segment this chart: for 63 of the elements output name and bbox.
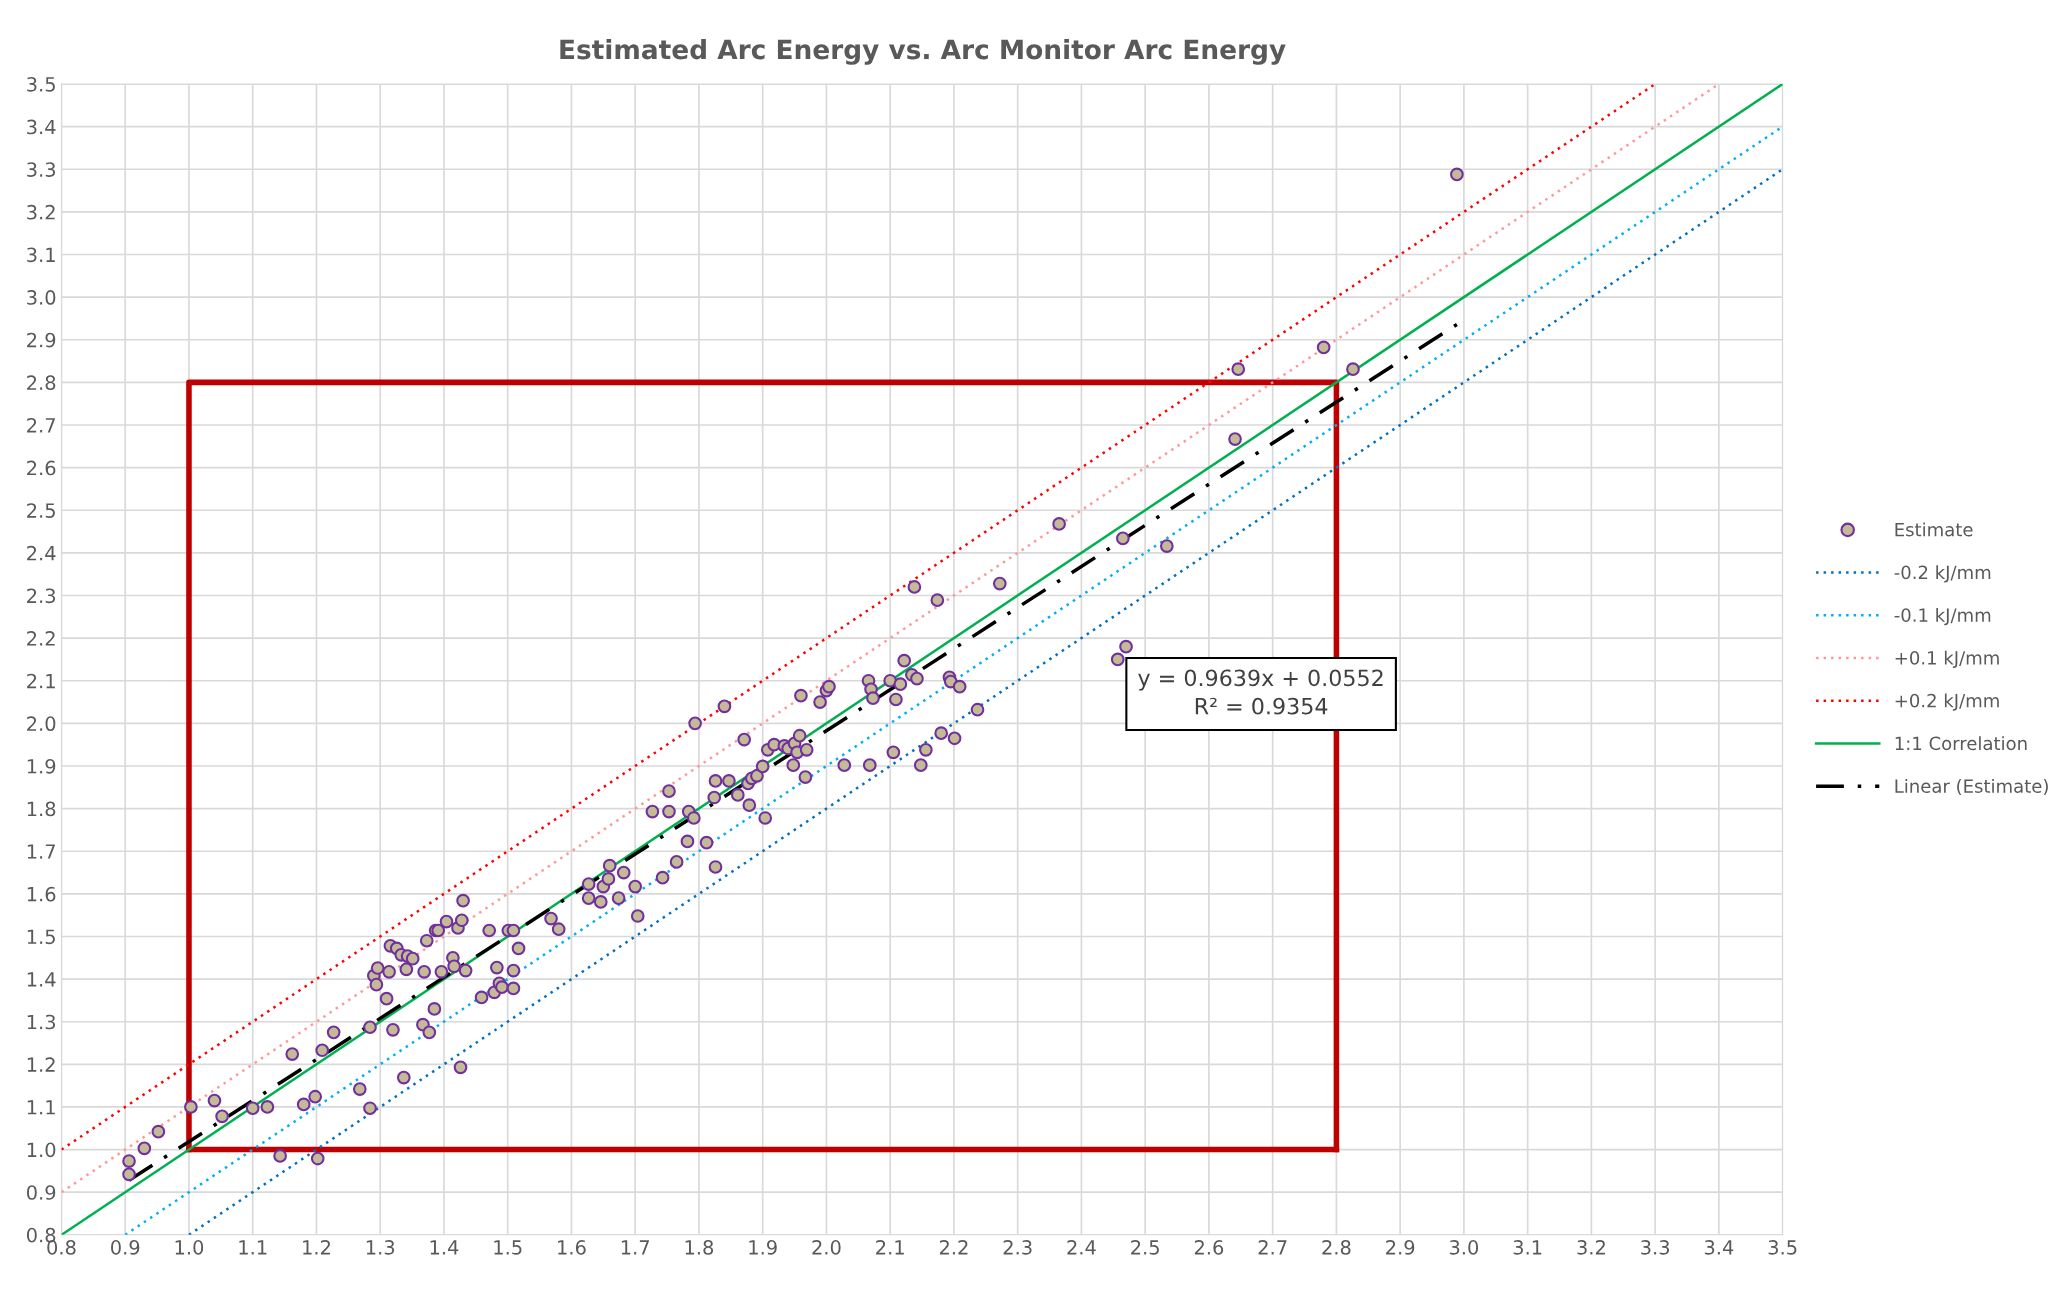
x-tick-label: 3.1 <box>1513 1240 1542 1255</box>
y-tick-label: 3.2 <box>27 204 55 220</box>
x-tick-label: 1.9 <box>749 1240 777 1255</box>
x-tick-label: 3.3 <box>1641 1240 1670 1255</box>
legend-label: 1:1 Correlation <box>1895 736 2027 751</box>
x-tick-label: 1.8 <box>685 1240 714 1255</box>
x-tick-label: 2.2 <box>939 1240 968 1255</box>
x-tick-label: 3.2 <box>1577 1240 1605 1255</box>
x-tick-label: 0.9 <box>111 1240 140 1255</box>
y-tick-label: 1.3 <box>27 1014 56 1030</box>
y-tick-label: 1.5 <box>27 929 55 945</box>
chart-title: Estimated Arc Energy vs. Arc Monitor Arc Energy <box>560 38 1286 65</box>
x-tick-label: 2.9 <box>1386 1240 1415 1255</box>
y-tick-label: 0.9 <box>26 1185 56 1200</box>
y-tick-label: 2.4 <box>27 545 56 561</box>
y-tick-label: 2.7 <box>27 417 55 433</box>
x-tick-label: 1.2 <box>303 1240 330 1255</box>
x-tick-label: 1.1 <box>239 1240 267 1255</box>
legend-label: -0.1 kJ/mm <box>1894 607 1991 626</box>
y-tick-label: 1.1 <box>27 1100 55 1115</box>
legend-label: Estimate <box>1895 522 1973 537</box>
x-tick-label: 1.4 <box>430 1240 459 1255</box>
x-tick-label: 2.1 <box>876 1240 904 1255</box>
x-tick-label: 2.6 <box>1194 1240 1224 1255</box>
x-tick-label: 2.8 <box>1322 1240 1351 1255</box>
legend-label: +0.1 kJ/mm <box>1895 650 1999 669</box>
y-tick-label: 1.9 <box>27 758 56 774</box>
y-tick-label: 1.4 <box>27 972 56 987</box>
y-tick-label: 1.6 <box>27 886 56 902</box>
x-tick-label: 2.4 <box>1067 1240 1096 1255</box>
x-tick-label: 1.5 <box>494 1240 522 1255</box>
y-tick-label: 2.5 <box>27 503 55 518</box>
x-tick-label: 1.7 <box>621 1240 649 1255</box>
y-tick-label: 2.9 <box>27 332 56 348</box>
y-tick-label: 2.0 <box>27 716 56 732</box>
legend-label: +0.2 kJ/mm <box>1895 693 1999 711</box>
y-tick-label: 2.2 <box>27 631 55 646</box>
y-tick-label: 3.1 <box>27 247 55 263</box>
y-tick-label: 1.8 <box>27 801 56 817</box>
x-tick-label: 2.7 <box>1258 1240 1287 1255</box>
y-tick-label: 2.3 <box>27 588 56 604</box>
legend-label: Linear (Estimate) <box>1895 778 2048 796</box>
x-tick-label: 1.6 <box>558 1240 586 1255</box>
y-tick-label: 1.7 <box>27 844 55 859</box>
y-tick-label: 3.0 <box>27 290 56 305</box>
y-tick-label: 2.6 <box>27 460 56 476</box>
x-tick-label: 3.0 <box>1449 1240 1479 1255</box>
x-tick-label: 1.3 <box>366 1240 395 1255</box>
y-tick-label: 3.5 <box>27 77 55 92</box>
annotation: y = 0.9639x + 0.0552 R² = 0.9354 <box>1138 669 1383 715</box>
y-tick-label: 1.2 <box>27 1057 55 1072</box>
y-tick-label: 2.8 <box>27 375 56 391</box>
x-tick-label: 1.0 <box>175 1240 204 1255</box>
x-tick-label: 2.3 <box>1003 1240 1032 1255</box>
y-tick-label: 3.4 <box>27 119 56 135</box>
legend-label: -0.2 kJ/mm <box>1894 565 1991 583</box>
x-tick-label: 2.5 <box>1131 1240 1159 1255</box>
x-tick-label: 3.5 <box>1768 1240 1797 1255</box>
y-tick-label: 2.1 <box>27 673 55 689</box>
x-tick-label: 2.0 <box>812 1240 841 1255</box>
x-tick-label: 3.4 <box>1704 1240 1734 1255</box>
y-tick-label: 1.0 <box>27 1142 56 1158</box>
y-tick-label: 3.3 <box>27 162 56 177</box>
